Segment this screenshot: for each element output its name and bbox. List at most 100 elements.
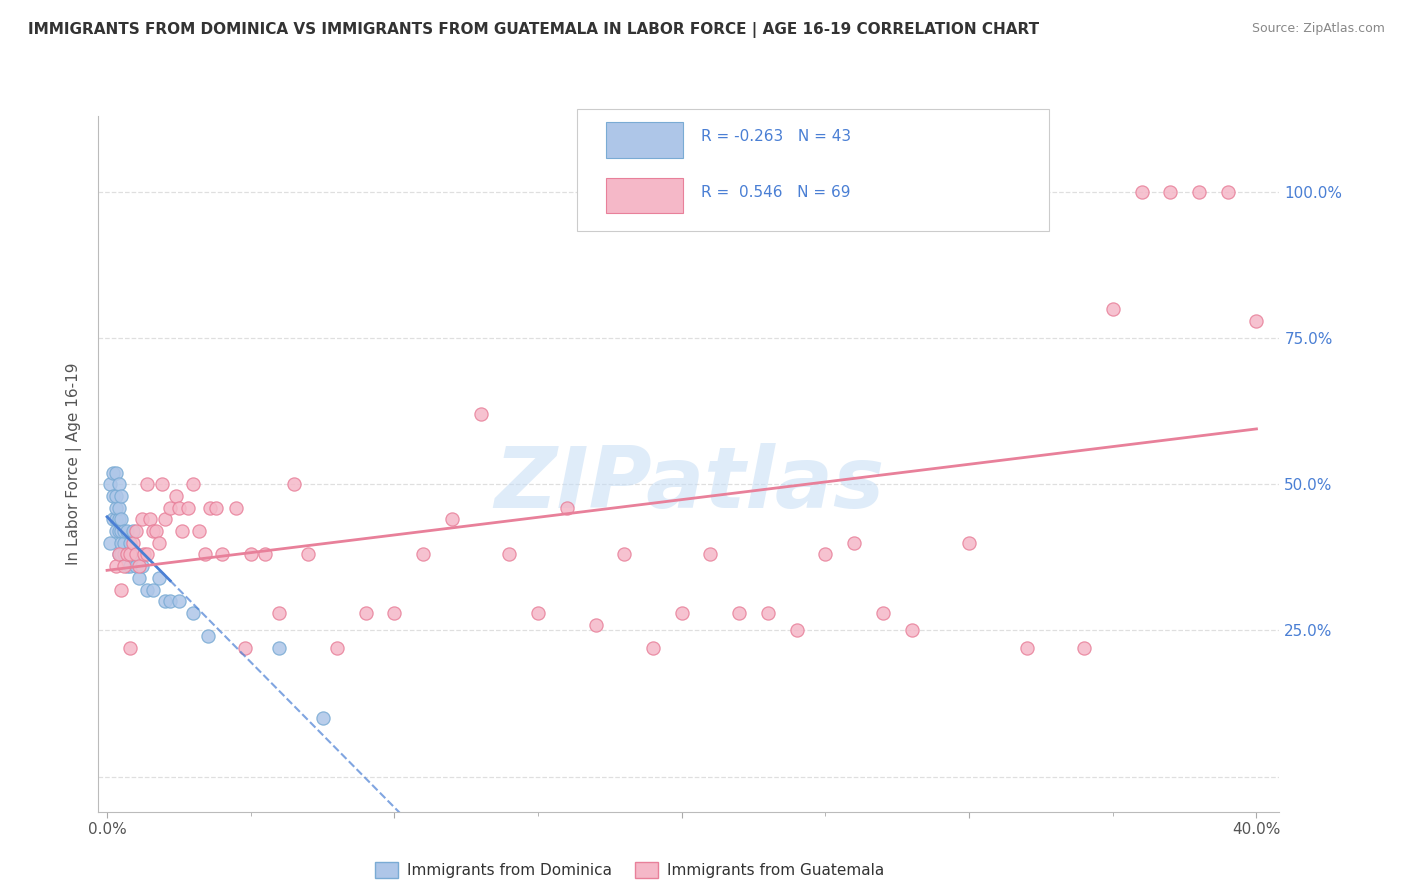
Point: [283, 477, 305, 491]
Point: [145, 524, 167, 538]
Point: [225, 500, 247, 515]
Point: [118, 640, 141, 655]
Point: [239, 548, 262, 562]
Point: [128, 559, 150, 574]
Point: [136, 548, 159, 562]
Point: [128, 571, 150, 585]
Point: [110, 548, 132, 562]
Point: [844, 535, 866, 549]
Point: [131, 559, 153, 574]
Point: [125, 548, 148, 562]
Point: [699, 548, 721, 562]
Point: [104, 512, 127, 526]
Point: [165, 489, 187, 503]
Point: [159, 594, 181, 608]
Point: [107, 512, 129, 526]
Point: [107, 524, 129, 538]
Point: [104, 524, 127, 538]
Point: [814, 548, 837, 562]
Point: [205, 500, 228, 515]
Point: [142, 524, 165, 538]
Point: [1246, 313, 1268, 327]
Point: [1159, 185, 1181, 199]
Point: [211, 548, 233, 562]
Point: [153, 512, 176, 526]
Point: [136, 582, 159, 597]
Point: [188, 524, 211, 538]
Point: [110, 582, 132, 597]
Point: [110, 524, 132, 538]
Point: [110, 535, 132, 549]
Text: ZIPatlas: ZIPatlas: [494, 443, 884, 526]
Point: [671, 606, 693, 620]
Point: [384, 606, 406, 620]
Point: [641, 640, 664, 655]
Point: [101, 466, 124, 480]
Text: R = -0.263   N = 43: R = -0.263 N = 43: [700, 129, 851, 145]
Point: [153, 594, 176, 608]
Point: [118, 535, 141, 549]
Point: [107, 548, 129, 562]
Point: [756, 606, 779, 620]
Legend: Immigrants from Dominica, Immigrants from Guatemala: Immigrants from Dominica, Immigrants fro…: [370, 856, 890, 884]
Point: [118, 559, 141, 574]
Point: [101, 512, 124, 526]
Point: [555, 500, 578, 515]
Point: [1101, 301, 1123, 316]
Point: [148, 535, 170, 549]
Point: [900, 624, 922, 638]
FancyBboxPatch shape: [606, 178, 683, 213]
Point: [412, 548, 434, 562]
Point: [269, 640, 291, 655]
Point: [872, 606, 894, 620]
Point: [1015, 640, 1038, 655]
Point: [142, 582, 165, 597]
Point: [118, 548, 141, 562]
Point: [150, 477, 173, 491]
Point: [104, 559, 127, 574]
Point: [233, 640, 256, 655]
Point: [159, 500, 181, 515]
Point: [101, 489, 124, 503]
Point: [957, 535, 980, 549]
Point: [104, 466, 127, 480]
Point: [181, 477, 204, 491]
Point: [786, 624, 808, 638]
Point: [613, 548, 636, 562]
Point: [107, 548, 129, 562]
Point: [107, 500, 129, 515]
Point: [194, 548, 217, 562]
Point: [470, 407, 492, 421]
Point: [1130, 185, 1153, 199]
Point: [200, 500, 222, 515]
Point: [110, 512, 132, 526]
FancyBboxPatch shape: [576, 109, 1049, 231]
Point: [115, 548, 138, 562]
Point: [112, 548, 135, 562]
Point: [122, 548, 145, 562]
Point: [122, 524, 145, 538]
Text: IMMIGRANTS FROM DOMINICA VS IMMIGRANTS FROM GUATEMALA IN LABOR FORCE | AGE 16-19: IMMIGRANTS FROM DOMINICA VS IMMIGRANTS F…: [28, 22, 1039, 38]
Point: [1188, 185, 1211, 199]
Point: [112, 559, 135, 574]
FancyBboxPatch shape: [606, 122, 683, 158]
Point: [115, 559, 138, 574]
Point: [269, 606, 291, 620]
Point: [527, 606, 550, 620]
Point: [181, 606, 204, 620]
Point: [728, 606, 751, 620]
Point: [98, 477, 121, 491]
Y-axis label: In Labor Force | Age 16-19: In Labor Force | Age 16-19: [66, 362, 83, 566]
Point: [112, 524, 135, 538]
Point: [170, 524, 193, 538]
Point: [131, 512, 153, 526]
Point: [297, 548, 319, 562]
Point: [1216, 185, 1239, 199]
Point: [112, 535, 135, 549]
Point: [1073, 640, 1095, 655]
Point: [167, 594, 190, 608]
Point: [354, 606, 377, 620]
Point: [110, 489, 132, 503]
Point: [115, 524, 138, 538]
Point: [122, 535, 145, 549]
